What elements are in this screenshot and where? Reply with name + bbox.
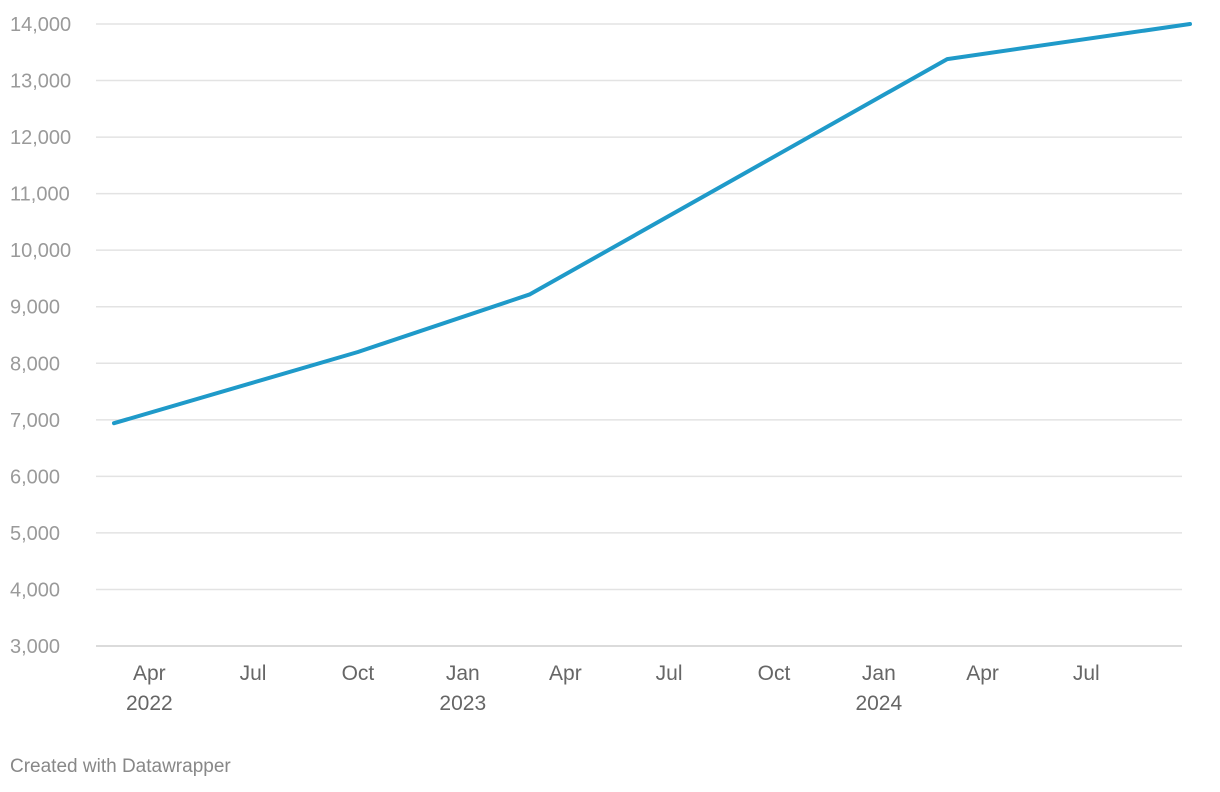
y-tick-label: 14,000 — [10, 14, 71, 36]
credit-text: Created with Datawrapper — [10, 756, 231, 777]
y-tick-label: 4,000 — [10, 579, 60, 601]
gridlines — [96, 23, 1182, 647]
y-tick-label: 11,000 — [10, 184, 70, 206]
y-tick-label: 10,000 — [10, 240, 71, 262]
y-tick-label: 13,000 — [10, 71, 71, 93]
x-tick-label: Apr — [966, 662, 999, 685]
y-tick-label: 9,000 — [10, 297, 60, 319]
x-tick-year-label: 2022 — [126, 692, 173, 715]
y-tick-label: 5,000 — [10, 523, 60, 545]
y-axis: 3,000 4,000 5,000 6,000 7,000 8,000 9,000 10,00… — [10, 14, 71, 658]
x-tick-label: Jul — [656, 662, 683, 685]
y-tick-label: 3,000 — [10, 636, 60, 658]
x-tick-year-label: 2024 — [855, 692, 902, 715]
x-tick-label: Oct — [758, 662, 791, 685]
x-tick-label: Oct — [342, 662, 375, 685]
series-layer — [112, 22, 1192, 426]
x-tick-label: Apr — [133, 662, 166, 685]
y-tick-label: 7,000 — [10, 410, 60, 432]
y-tick-label: 6,000 — [10, 466, 60, 488]
x-tick-label: Jan — [862, 662, 896, 685]
x-tick-year-label: 2023 — [439, 692, 486, 715]
x-axis: Apr 2022 Jul Oct Jan 2023 Apr Jul Oct Jan 2024 Apr J… — [126, 662, 1100, 715]
x-tick-label: Apr — [549, 662, 582, 685]
y-tick-label: 8,000 — [10, 353, 60, 375]
series-line — [112, 22, 1192, 426]
x-tick-label: Jul — [1073, 662, 1100, 685]
x-tick-label: Jan — [446, 662, 480, 685]
y-tick-label: 12,000 — [10, 127, 71, 149]
x-tick-label: Jul — [240, 662, 267, 685]
